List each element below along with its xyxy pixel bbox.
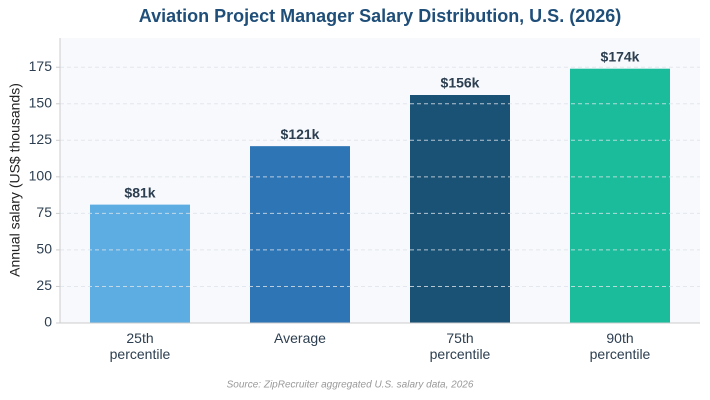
y-tick-label: 50 bbox=[36, 241, 52, 257]
chart-title: Aviation Project Manager Salary Distribu… bbox=[139, 6, 621, 26]
x-tick-label: Average bbox=[274, 330, 326, 346]
value-label: $81k bbox=[124, 184, 155, 200]
source-note: Source: ZipRecruiter aggregated U.S. sal… bbox=[227, 380, 474, 391]
x-tick-label: 25th percentile bbox=[109, 330, 171, 362]
y-tick-label: 25 bbox=[36, 277, 52, 293]
y-axis-label: Annual salary (US$ thousands) bbox=[7, 83, 23, 277]
y-tick-label: 125 bbox=[29, 131, 53, 147]
y-tick-label: 0 bbox=[44, 314, 52, 330]
y-tick-label: 100 bbox=[29, 168, 53, 184]
bar bbox=[250, 146, 350, 323]
bar bbox=[570, 68, 670, 323]
x-tick-label: 90th percentile bbox=[589, 330, 651, 362]
bar bbox=[90, 204, 190, 323]
value-label: $156k bbox=[441, 75, 480, 91]
bar bbox=[410, 95, 510, 323]
y-tick-label: 150 bbox=[29, 94, 53, 110]
y-tick-label: 75 bbox=[36, 204, 52, 220]
value-label: $174k bbox=[601, 48, 640, 64]
value-label: $121k bbox=[281, 126, 320, 142]
x-tick-label: 75th percentile bbox=[429, 330, 491, 362]
y-tick-label: 175 bbox=[29, 58, 53, 74]
